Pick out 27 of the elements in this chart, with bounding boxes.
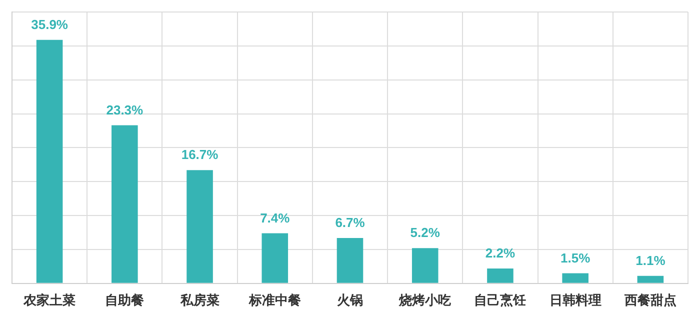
bar	[637, 276, 664, 283]
data-label: 1.5%	[560, 250, 591, 266]
bar	[112, 125, 138, 283]
x-tick-label: 自己烹饪	[474, 292, 526, 309]
x-tick-label: 火锅	[336, 294, 363, 309]
bar	[562, 273, 588, 283]
x-tick-label: 日韩料理	[549, 294, 602, 309]
x-tick-label: 农家土菜	[22, 292, 76, 309]
data-label: 16.7%	[181, 147, 219, 162]
bar	[36, 40, 63, 283]
data-label: 1.1%	[636, 253, 666, 268]
data-label: 23.3%	[106, 102, 144, 118]
data-label: 5.2%	[410, 225, 440, 240]
bar	[487, 268, 514, 283]
bar	[336, 238, 364, 283]
data-label: 35.9%	[31, 16, 68, 32]
x-tick-label: 西餐甜点	[623, 292, 676, 309]
bar	[186, 170, 213, 283]
x-tick-label: 标准中餐	[248, 292, 301, 309]
x-tick-label: 烧烤小吃	[398, 294, 452, 309]
data-label: 6.7%	[335, 215, 366, 230]
data-label: 7.4%	[260, 210, 290, 226]
bar	[262, 233, 288, 283]
bar	[412, 248, 438, 283]
x-tick-label: 私房菜	[179, 292, 220, 309]
data-label: 2.2%	[485, 246, 516, 261]
x-tick-label: 自助餐	[105, 294, 144, 309]
